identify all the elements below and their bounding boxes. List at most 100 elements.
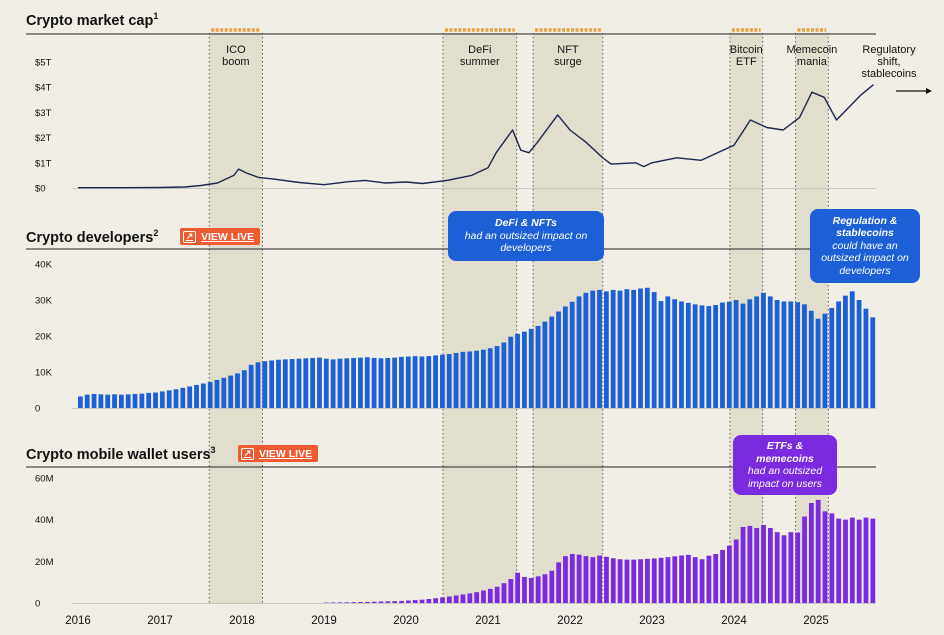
developer-bar xyxy=(173,389,179,408)
developer-bar xyxy=(603,291,609,408)
developer-bar xyxy=(125,394,131,408)
y-tick-label: $4T xyxy=(35,83,52,94)
wallet-bar xyxy=(330,602,336,603)
event-label: ICO boom xyxy=(222,44,250,68)
developer-bar xyxy=(98,394,104,408)
wallet-bar xyxy=(699,559,705,603)
developer-bar xyxy=(802,304,807,408)
developer-bar xyxy=(378,358,384,408)
wallet-bar xyxy=(713,554,719,603)
market-cap-title: Crypto market cap1 xyxy=(26,11,158,29)
wallet-bar xyxy=(836,518,842,603)
wallet-bar xyxy=(515,572,521,603)
developer-bar xyxy=(310,357,316,408)
developer-bar xyxy=(870,317,876,408)
wallet-bar xyxy=(610,558,616,603)
developer-bar xyxy=(371,357,377,408)
wallets-title: Crypto mobile wallet users3 xyxy=(26,445,216,463)
developer-bar xyxy=(392,357,397,408)
developer-bar xyxy=(139,393,145,408)
developer-bar xyxy=(132,393,138,408)
wallet-bar xyxy=(672,556,678,603)
developer-bar xyxy=(706,306,712,408)
wallet-bar xyxy=(446,596,452,603)
developer-bar xyxy=(822,313,828,408)
wallet-bar xyxy=(733,539,739,603)
x-tick-label: 2025 xyxy=(803,615,829,627)
y-tick-label: 20M xyxy=(35,557,54,568)
callout-text: could have an outsized impact on develop… xyxy=(821,239,909,277)
wallet-bar xyxy=(774,532,780,603)
developer-bar xyxy=(78,396,83,408)
developer-bar xyxy=(412,356,418,408)
developer-bar xyxy=(528,328,534,408)
event-label: Bitcoin ETF xyxy=(730,44,763,68)
wallets-title-text: Crypto mobile wallet users xyxy=(26,446,211,463)
wallet-bar xyxy=(358,602,363,603)
wallet-bar xyxy=(638,559,643,603)
wallet-bar xyxy=(549,570,555,603)
developer-bar xyxy=(843,295,848,408)
developer-bar xyxy=(788,301,794,408)
callout-etfs: ETFs & memecoins had an outsized impact … xyxy=(733,435,837,495)
wallet-bar xyxy=(720,549,725,603)
wallet-bar xyxy=(522,576,527,603)
developer-bar xyxy=(248,364,254,408)
wallet-bar xyxy=(405,600,411,603)
x-tick-label: 2020 xyxy=(393,615,419,627)
developer-bar xyxy=(651,292,657,408)
wallet-bar xyxy=(474,592,480,603)
developer-bar xyxy=(556,311,561,408)
y-tick-label: $2T xyxy=(35,133,52,144)
developer-bar xyxy=(269,360,275,408)
developer-bar xyxy=(720,302,725,408)
developer-bar xyxy=(644,287,650,408)
developer-bar xyxy=(282,359,288,408)
developer-bar xyxy=(658,301,664,408)
developer-bar xyxy=(323,358,329,408)
developer-bar xyxy=(214,379,220,408)
developers-view-live-button[interactable]: ↗ VIEW LIVE xyxy=(180,228,261,245)
developer-bar xyxy=(795,302,800,408)
developer-bar xyxy=(337,358,343,408)
developer-bar xyxy=(515,333,520,408)
developer-bar xyxy=(187,386,193,408)
wallet-bar xyxy=(535,576,541,603)
developer-bar xyxy=(159,391,165,408)
developer-bar xyxy=(767,296,773,408)
developer-bar xyxy=(105,394,111,408)
x-tick-label: 2024 xyxy=(721,615,747,627)
y-tick-label: 0 xyxy=(35,599,40,610)
wallet-bar xyxy=(590,557,596,603)
developer-bar xyxy=(433,355,438,408)
developer-bar xyxy=(774,300,780,408)
wallet-bar xyxy=(460,594,466,603)
developer-bar xyxy=(440,354,445,408)
developer-bar xyxy=(200,383,206,408)
developer-bar xyxy=(453,352,459,408)
developer-bar xyxy=(836,301,841,408)
wallet-bar xyxy=(433,598,439,603)
y-tick-label: $5T xyxy=(35,58,52,69)
developer-bar xyxy=(118,394,124,408)
wallet-bar xyxy=(788,532,794,603)
developer-bar xyxy=(235,373,240,408)
y-tick-label: 40M xyxy=(35,515,54,526)
wallet-bar xyxy=(802,516,807,603)
wallet-bar xyxy=(604,556,609,603)
market-cap-chart xyxy=(78,84,874,189)
wallet-bar xyxy=(563,556,568,603)
developer-bar xyxy=(241,370,247,408)
wallet-bar xyxy=(665,557,671,603)
developer-bar xyxy=(296,358,302,408)
developer-bar xyxy=(562,306,568,408)
developer-bar xyxy=(856,300,862,408)
wallet-bar xyxy=(542,574,548,603)
x-tick-label: 2022 xyxy=(557,615,583,627)
developer-bar xyxy=(549,316,555,408)
developer-bar xyxy=(467,351,473,408)
wallet-bar xyxy=(351,602,357,603)
developer-bar xyxy=(446,354,452,408)
developer-bar xyxy=(610,289,616,408)
wallets-view-live-button[interactable]: ↗ VIEW LIVE xyxy=(238,445,319,462)
